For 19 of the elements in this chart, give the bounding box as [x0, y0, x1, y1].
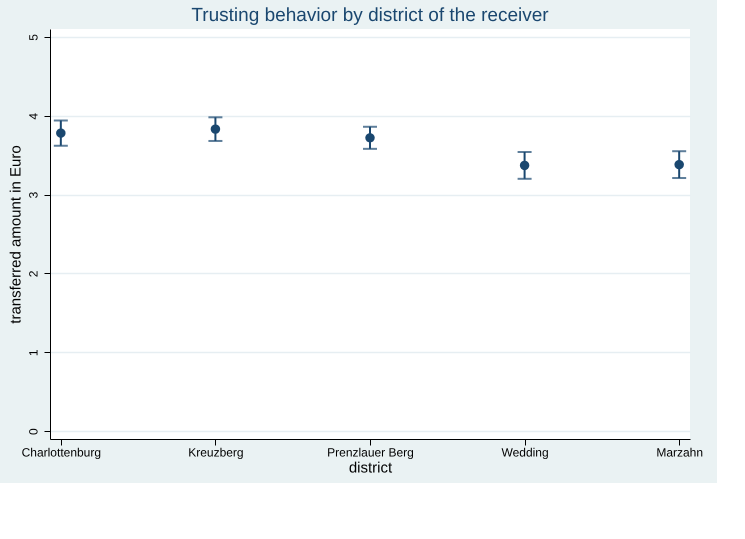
- x-tick-label: Kreuzberg: [188, 446, 244, 460]
- y-tick-label: 0: [26, 428, 40, 435]
- point: [365, 133, 375, 143]
- point: [674, 160, 684, 170]
- y-axis-title: transferred amount in Euro: [8, 145, 24, 324]
- y-tick-label: 5: [26, 34, 40, 41]
- chart-title: Trusting behavior by district of the receiver: [191, 5, 550, 26]
- y-tick-label: 1: [26, 349, 40, 356]
- point: [210, 124, 220, 134]
- point: [520, 160, 530, 170]
- y-tick-label: 4: [26, 112, 40, 120]
- x-tick-label: Wedding: [502, 446, 549, 460]
- point: [56, 128, 66, 138]
- y-tick-label: 2: [26, 270, 40, 278]
- x-tick-label: Charlottenburg: [22, 446, 102, 460]
- x-axis-title: district: [348, 460, 393, 476]
- x-tick-label: Prenzlauer Berg: [327, 446, 414, 460]
- x-tick-label: Marzahn: [656, 446, 704, 460]
- y-tick-label: 3: [26, 191, 40, 198]
